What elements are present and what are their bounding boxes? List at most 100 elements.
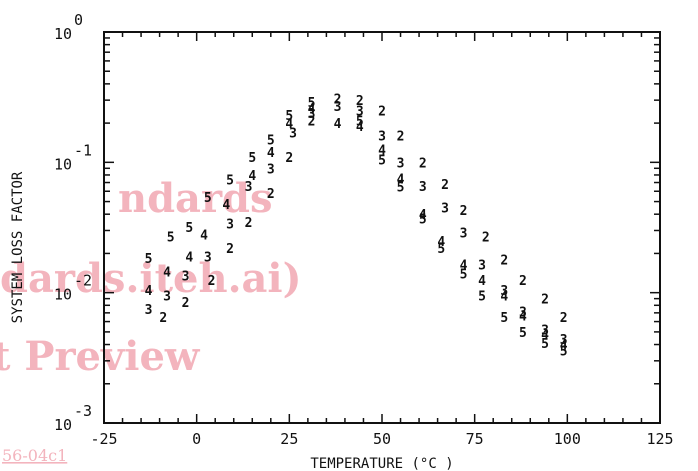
y-tick-label: 10-1 (54, 141, 92, 173)
y-tick-label: 10-2 (54, 272, 92, 304)
data-point-3: 3 (419, 180, 427, 195)
data-point-3: 3 (267, 162, 275, 177)
data-point-4: 4 (334, 117, 342, 132)
data-point-4: 4 (541, 328, 549, 343)
data-point-3: 3 (245, 180, 253, 195)
data-point-3: 3 (163, 290, 171, 305)
data-point-2: 2 (208, 274, 216, 289)
data-point-4: 4 (163, 266, 171, 281)
data-point-2: 2 (245, 216, 253, 231)
watermark: ndards dards.iteh.ai) t Preview 56-04c1 (0, 175, 302, 465)
y-tick-label: 10-3 (54, 402, 92, 434)
data-point-4: 4 (145, 284, 153, 299)
data-point-2: 2 (378, 104, 386, 119)
data-point-5: 5 (519, 326, 527, 341)
data-point-2: 2 (560, 311, 568, 326)
x-tick-label: 125 (646, 430, 673, 448)
data-point-2: 2 (460, 204, 468, 219)
data-point-4: 4 (478, 274, 486, 289)
data-point-5: 5 (185, 221, 193, 236)
data-point-4: 4 (437, 235, 445, 250)
data-point-4: 4 (248, 169, 256, 184)
data-point-3: 3 (226, 217, 234, 232)
watermark-footer: 56-04c1 (2, 446, 67, 465)
y-tick-base: 10 (54, 155, 72, 173)
data-point-3: 3 (182, 270, 190, 285)
data-point-2: 2 (482, 230, 490, 245)
x-tick-label: 25 (280, 430, 298, 448)
data-point-2: 2 (159, 311, 167, 326)
data-point-5: 5 (167, 230, 175, 245)
data-point-2: 2 (397, 130, 405, 145)
y-axis-label: SYSTEM LOSS FACTOR (10, 171, 26, 323)
data-point-4: 4 (397, 173, 405, 188)
data-point-5: 5 (248, 151, 256, 166)
y-tick-exponent: -3 (74, 402, 92, 420)
data-point-3: 3 (289, 126, 297, 141)
data-point-4: 4 (200, 228, 208, 243)
data-point-5: 5 (500, 311, 508, 326)
data-point-5: 5 (419, 213, 427, 228)
data-point-5: 5 (541, 337, 549, 352)
data-point-4: 4 (378, 144, 386, 159)
data-point-5: 5 (145, 252, 153, 267)
data-point-5: 5 (356, 114, 364, 129)
data-point-2: 2 (267, 187, 275, 202)
data-point-5: 5 (267, 133, 275, 148)
data-point-2: 2 (226, 242, 234, 257)
data-point-5: 5 (308, 96, 316, 111)
data-point-4: 4 (267, 146, 275, 161)
data-point-3: 3 (397, 156, 405, 171)
data-point-5: 5 (560, 344, 568, 359)
data-point-3: 3 (541, 324, 549, 339)
x-tick-label: 100 (554, 430, 581, 448)
axis-ticks (103, 32, 661, 424)
watermark-line-2: dards.iteh.ai) (0, 255, 302, 302)
data-point-3: 3 (441, 202, 449, 217)
data-point-4: 4 (419, 208, 427, 223)
data-point-3: 3 (460, 226, 468, 241)
y-tick-exponent: -1 (74, 141, 92, 159)
x-tick-label: 0 (192, 430, 201, 448)
data-point-5: 5 (378, 154, 386, 169)
data-point-5: 5 (478, 290, 486, 305)
data-point-2: 2 (519, 274, 527, 289)
data-point-5: 5 (397, 181, 405, 196)
y-tick-base: 10 (54, 286, 72, 304)
data-point-3: 3 (334, 100, 342, 115)
data-point-3: 3 (204, 250, 212, 265)
data-point-5: 5 (285, 109, 293, 124)
data-point-3: 3 (356, 104, 364, 119)
data-point-4: 4 (285, 117, 293, 132)
data-point-2: 2 (441, 178, 449, 193)
x-tick-label: 50 (373, 430, 391, 448)
data-point-4: 4 (519, 309, 527, 324)
data-point-3: 3 (478, 258, 486, 273)
y-tick-base: 10 (54, 25, 72, 43)
data-point-5: 5 (437, 242, 445, 257)
y-tick-base: 10 (54, 416, 72, 434)
data-point-3: 3 (378, 130, 386, 145)
data-point-2: 2 (285, 151, 293, 166)
data-point-5: 5 (204, 191, 212, 206)
data-point-3: 3 (500, 284, 508, 299)
data-point-2: 2 (500, 253, 508, 268)
data-point-3: 3 (308, 107, 316, 122)
data-point-4: 4 (356, 120, 364, 135)
data-point-2: 2 (182, 296, 190, 311)
watermark-line-3: t Preview (0, 333, 201, 380)
watermark-line-1: ndards (118, 175, 273, 222)
data-point-4: 4 (460, 258, 468, 273)
data-point-4: 4 (560, 339, 568, 354)
data-point-4: 4 (308, 102, 316, 117)
data-point-3: 3 (560, 333, 568, 348)
data-point-3: 3 (145, 303, 153, 318)
data-point-2: 2 (541, 293, 549, 308)
data-point-2: 2 (419, 156, 427, 171)
y-tick-exponent: -2 (74, 272, 92, 290)
data-point-2: 2 (308, 114, 316, 129)
data-point-4: 4 (185, 250, 193, 265)
data-point-5: 5 (460, 268, 468, 283)
data-point-3: 3 (519, 305, 527, 320)
